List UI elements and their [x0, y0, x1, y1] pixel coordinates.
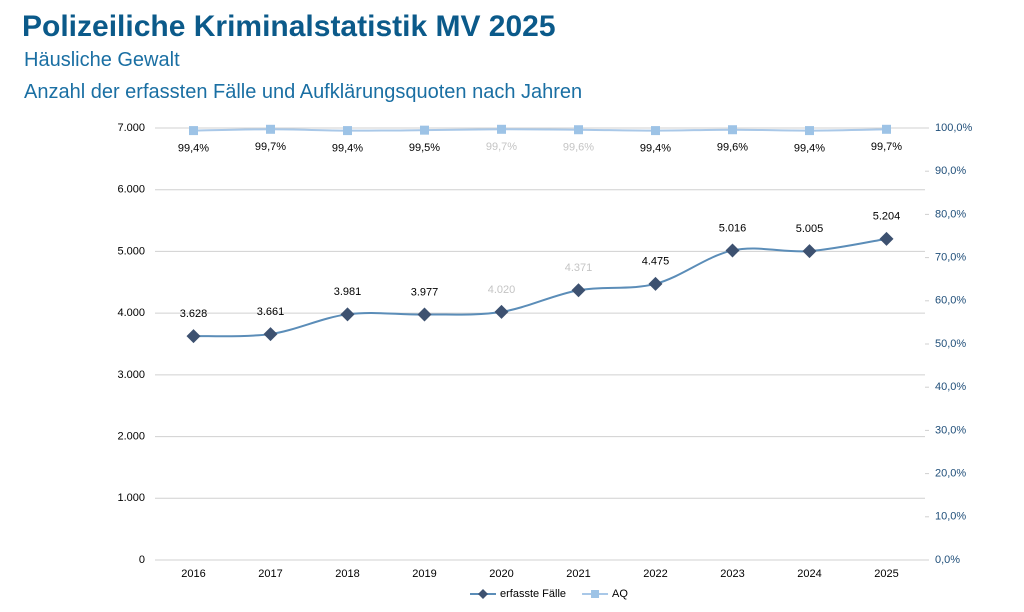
- x-tick-label: 2021: [566, 568, 590, 580]
- marker: [263, 327, 278, 342]
- x-tick-label: 2020: [489, 568, 513, 580]
- y-tick-label: 7.000: [117, 122, 145, 134]
- data-label: 4.371: [565, 262, 593, 274]
- marker: [189, 126, 198, 136]
- data-label: 99,7%: [871, 141, 902, 153]
- data-label: 99,4%: [178, 142, 209, 154]
- chart-subtitle: Anzahl der erfassten Fälle und Aufklärun…: [24, 81, 582, 103]
- data-label: 3.628: [180, 308, 208, 320]
- data-label: 5.016: [719, 222, 747, 234]
- y2-tick-label: 40,0%: [935, 381, 966, 393]
- data-label: 99,5%: [409, 142, 440, 154]
- data-label: 4.020: [488, 284, 516, 296]
- data-label: 99,7%: [486, 141, 517, 153]
- marker: [494, 304, 509, 319]
- y2-tick-label: 80,0%: [935, 208, 966, 220]
- y-tick-label: 1.000: [117, 492, 145, 504]
- legend-label: erfasste Fälle: [500, 588, 566, 600]
- y2-tick-label: 10,0%: [935, 511, 966, 523]
- y2-tick-label: 20,0%: [935, 468, 966, 480]
- marker: [882, 124, 891, 134]
- series-line: [193, 128, 887, 132]
- data-label: 99,4%: [794, 142, 825, 154]
- y2-tick-label: 60,0%: [935, 295, 966, 307]
- y2-tick-label: 90,0%: [935, 165, 966, 177]
- series-line: [193, 237, 887, 338]
- y2-tick-label: 50,0%: [935, 338, 966, 350]
- data-label: 5.204: [873, 211, 901, 223]
- marker: [651, 126, 660, 136]
- marker: [574, 125, 583, 135]
- x-tick-label: 2018: [335, 568, 359, 580]
- y2-tick-label: 0,0%: [935, 554, 960, 566]
- marker: [879, 231, 894, 246]
- marker: [340, 307, 355, 322]
- x-tick-label: 2022: [643, 568, 667, 580]
- marker: [417, 307, 432, 322]
- marker: [725, 243, 740, 258]
- legend-marker: [478, 589, 488, 599]
- chart-subtitle: Häusliche Gewalt: [24, 49, 180, 71]
- chart-title: Polizeiliche Kriminalstatistik MV 2025: [22, 10, 556, 43]
- marker: [571, 283, 586, 298]
- marker: [266, 124, 275, 134]
- data-label: 99,4%: [640, 142, 671, 154]
- y-tick-label: 0: [139, 554, 145, 566]
- data-label: 5.005: [796, 223, 824, 235]
- marker: [728, 125, 737, 135]
- data-label: 3.661: [257, 306, 285, 318]
- y-tick-label: 5.000: [117, 245, 145, 257]
- marker: [802, 244, 817, 259]
- x-tick-label: 2017: [258, 568, 282, 580]
- marker: [186, 329, 201, 344]
- legend-label: AQ: [612, 588, 628, 600]
- data-label: 3.981: [334, 286, 362, 298]
- x-tick-label: 2019: [412, 568, 436, 580]
- data-label: 3.977: [411, 286, 439, 298]
- y-tick-label: 6.000: [117, 184, 145, 196]
- x-tick-label: 2024: [797, 568, 821, 580]
- marker: [648, 276, 663, 291]
- y2-tick-label: 70,0%: [935, 252, 966, 264]
- x-tick-label: 2016: [181, 568, 205, 580]
- marker: [420, 125, 429, 135]
- legend-marker: [591, 590, 600, 598]
- y2-tick-label: 100,0%: [935, 122, 973, 134]
- x-tick-label: 2023: [720, 568, 744, 580]
- marker: [497, 124, 506, 134]
- data-label: 99,6%: [563, 142, 594, 154]
- y-tick-label: 2.000: [117, 430, 145, 442]
- data-label: 4.475: [642, 256, 670, 268]
- y-tick-label: 3.000: [117, 369, 145, 381]
- data-label: 99,4%: [332, 142, 363, 154]
- y2-tick-label: 30,0%: [935, 424, 966, 436]
- x-tick-label: 2025: [874, 568, 898, 580]
- marker: [805, 126, 814, 136]
- y-tick-label: 4.000: [117, 307, 145, 319]
- data-label: 99,6%: [717, 142, 748, 154]
- marker: [343, 126, 352, 136]
- data-label: 99,7%: [255, 141, 286, 153]
